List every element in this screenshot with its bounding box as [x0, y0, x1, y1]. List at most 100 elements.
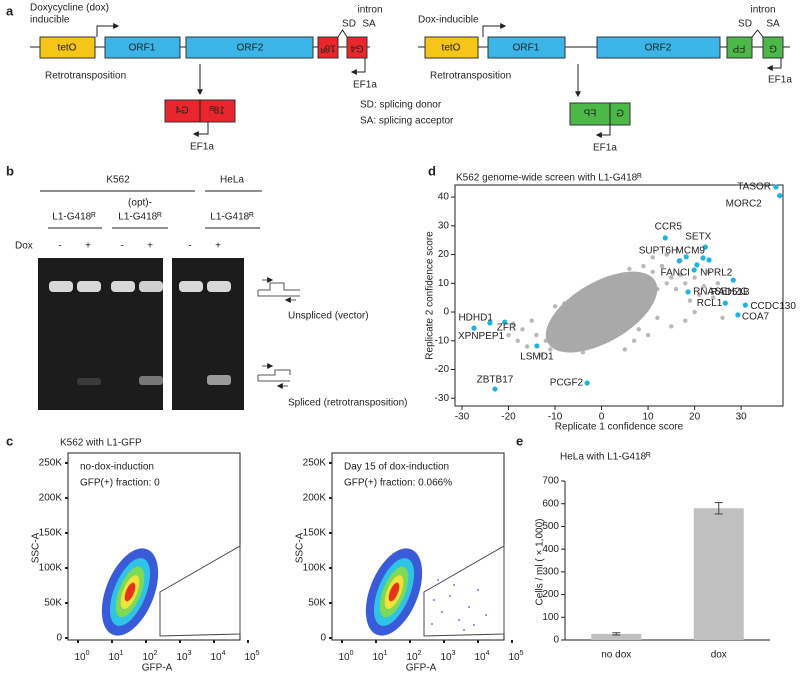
point: [608, 301, 614, 306]
product-label: 18ᴿ: [209, 106, 225, 117]
x-tick-label: no dox: [601, 650, 631, 661]
legend-text: SA: splicing acceptor: [360, 116, 454, 127]
point: [773, 184, 779, 190]
intron-label: intron: [357, 5, 382, 16]
density: [388, 582, 400, 602]
group-label: HeLa: [220, 175, 244, 186]
x-tick-label: 100: [338, 650, 353, 663]
lane-label: +: [85, 241, 91, 252]
y-tick-label: 500: [542, 521, 559, 532]
y-tick-label: 200: [542, 589, 559, 600]
tick-base: 10: [210, 652, 222, 663]
lane-label: -: [120, 241, 123, 252]
event: [431, 623, 433, 625]
tick-exp: 2: [154, 650, 158, 657]
point-label: RCL1: [697, 298, 723, 309]
x-tick-label: 10: [643, 412, 655, 423]
y-tick-label: 50K: [44, 598, 62, 609]
point: [676, 258, 682, 264]
sa-label: SA: [362, 19, 376, 30]
plot-frame: [454, 184, 784, 407]
point: [471, 325, 477, 331]
point: [700, 255, 706, 261]
point: [562, 329, 567, 335]
box-label: tetO: [58, 43, 77, 54]
x-tick-label: 101: [372, 650, 387, 663]
point: [742, 302, 748, 308]
axis-title: GFP-A: [142, 663, 173, 673]
chart-title: HeLa with L1-G418ᴿ: [560, 452, 651, 463]
panel-title: K562 with L1-GFP: [60, 438, 142, 449]
x-tick-label: dox: [711, 650, 727, 661]
point: [585, 344, 590, 349]
y-tick-label: 200K: [303, 493, 327, 504]
y-tick-label: -30: [435, 393, 450, 404]
point-label: FANCI: [661, 268, 690, 279]
panel-label: b: [6, 163, 14, 178]
lane-label: +: [147, 241, 153, 252]
point: [645, 278, 651, 283]
point: [641, 263, 646, 269]
y-tick-label: 0: [56, 633, 62, 644]
point: [622, 347, 628, 352]
point: [683, 254, 689, 260]
band-label: Unspliced (vector): [288, 311, 369, 322]
tick-base: 10: [372, 652, 384, 663]
point: [613, 315, 618, 320]
dox-label: Dox: [15, 241, 33, 252]
point: [669, 275, 674, 280]
construct-left: Doxycycline (dox) inducible tetO ORF1 OR…: [30, 3, 383, 153]
event: [477, 589, 479, 591]
box-label: 18ᴿ: [320, 42, 336, 53]
point: [487, 320, 493, 326]
x-tick-label: 100: [74, 650, 89, 663]
point: [683, 318, 688, 323]
y-tick-label: 0: [553, 635, 559, 646]
point: [655, 286, 660, 292]
ef1a-label: EF1a: [353, 80, 377, 91]
axis-title: Replicate 2 confidence score: [425, 231, 436, 360]
box-label: ORF2: [645, 43, 672, 54]
lane-label: -: [188, 241, 191, 252]
point-label: SUPT6H: [639, 245, 678, 256]
x-tick-label: 103: [176, 650, 191, 663]
point: [590, 286, 595, 292]
y-tick-label: 100K: [39, 563, 63, 574]
tick-base: 10: [108, 652, 120, 663]
point: [552, 304, 558, 309]
point: [650, 255, 655, 260]
point: [580, 321, 586, 326]
bar: [591, 633, 642, 640]
point: [697, 292, 702, 297]
point: [576, 312, 581, 318]
tick-exp: 0: [86, 650, 90, 657]
tick-exp: 4: [486, 650, 490, 657]
point-label: LSMD1: [520, 352, 554, 363]
x-tick-label: -30: [455, 412, 470, 423]
panel-label: a: [6, 3, 14, 18]
construct-label: (opt)-: [128, 198, 152, 209]
event: [433, 599, 435, 601]
gate-text: no-dox-induction: [80, 462, 154, 473]
event: [463, 629, 465, 631]
product-label: FP: [583, 109, 596, 120]
point-label: NPRL2: [700, 268, 733, 279]
y-tick-label: 150K: [303, 528, 327, 539]
gel: [38, 258, 244, 410]
point: [515, 338, 521, 343]
product-label: G: [616, 109, 624, 120]
lane-label: -: [58, 241, 61, 252]
point: [636, 327, 641, 332]
tick-exp: 4: [222, 650, 226, 657]
point: [683, 281, 688, 286]
point: [534, 332, 539, 338]
y-tick-label: 250K: [39, 458, 63, 469]
point-label: XPNPEP1: [458, 331, 505, 342]
construct-right: Dox-inducible tetO ORF1 ORF2 FP G intron…: [418, 5, 792, 154]
tick-exp: 3: [188, 650, 192, 657]
construct-label: L1-G418ᴿ: [210, 212, 254, 223]
point: [584, 380, 590, 386]
point-label: PCGF2: [550, 378, 584, 389]
point-label: CCDC130: [750, 301, 796, 312]
point: [641, 295, 646, 300]
